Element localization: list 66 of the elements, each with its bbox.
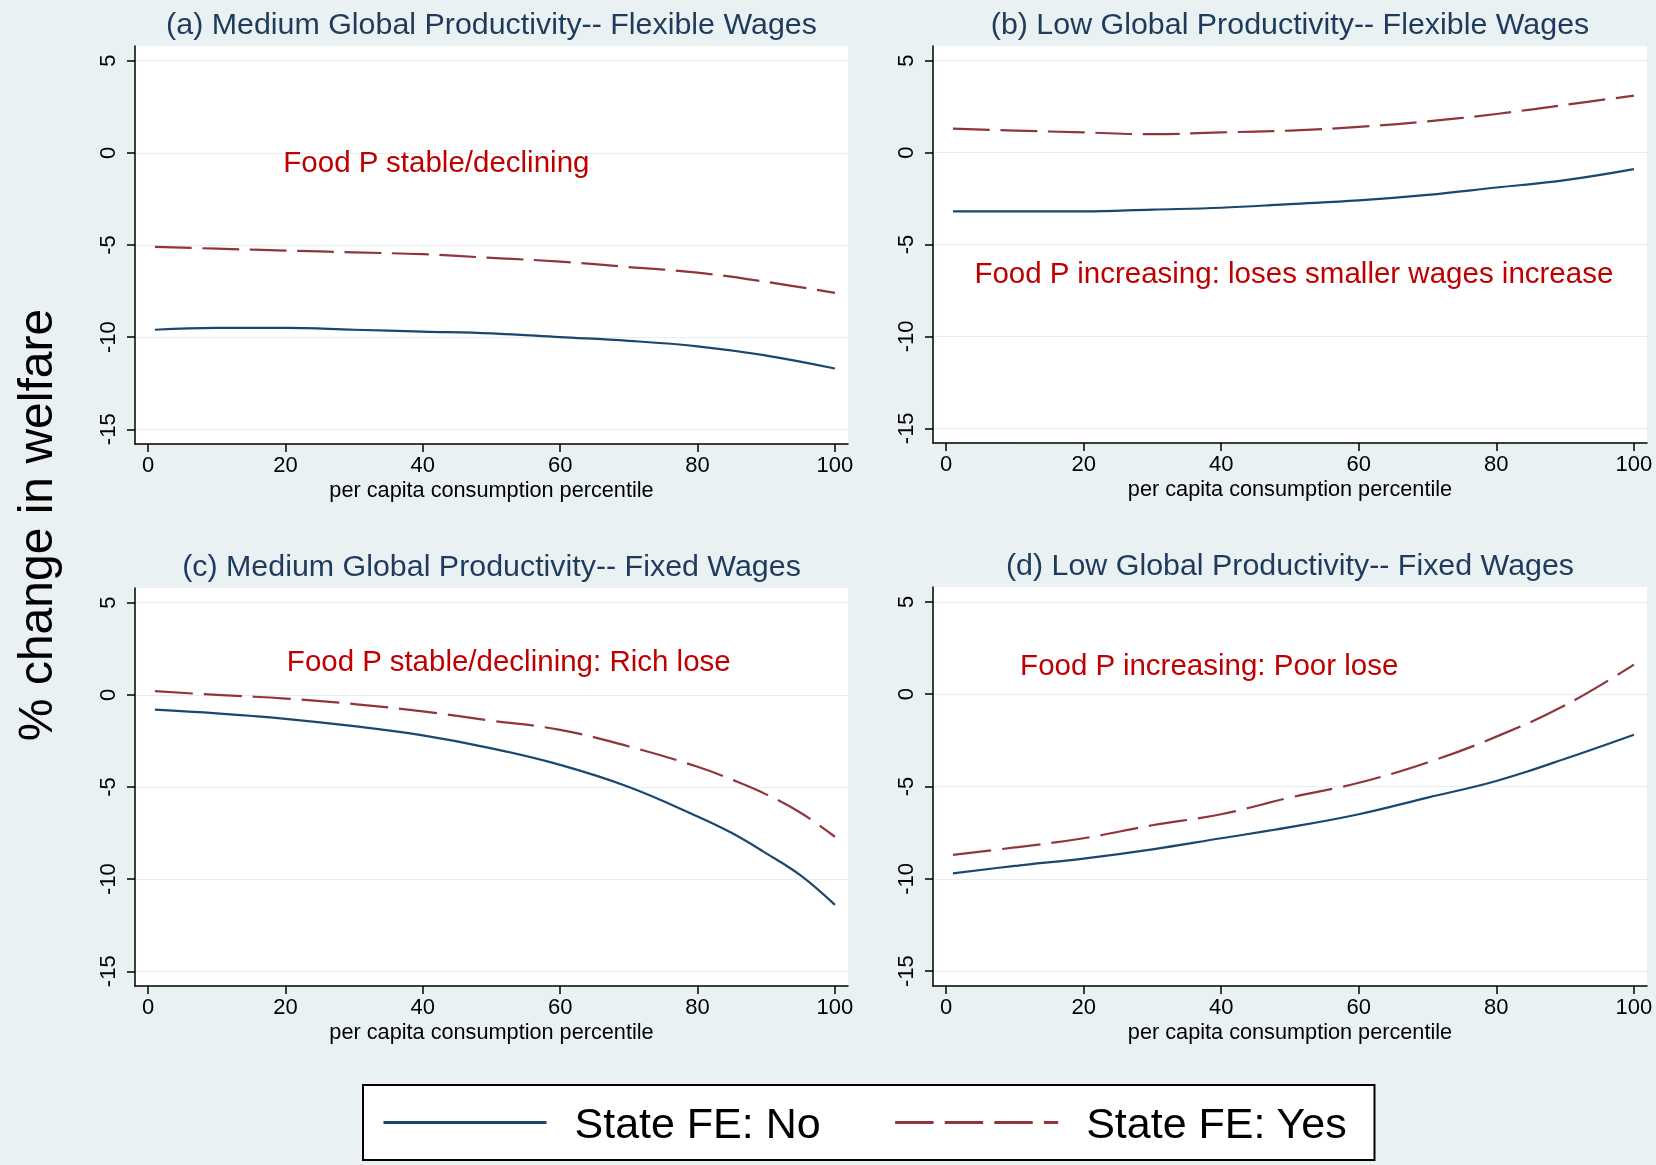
y-tick-label: -10 [892, 320, 918, 353]
x-tick-label: 80 [685, 451, 710, 477]
y-tick-label: 5 [892, 54, 918, 67]
y-tick-label: -15 [94, 413, 120, 446]
line-series [153, 245, 837, 295]
line-series [951, 733, 1636, 875]
annotation: Food P increasing: Poor lose [1020, 647, 1399, 681]
x-tick-label: 0 [141, 993, 155, 1019]
x-tick-label: 100 [816, 451, 854, 477]
y-tick-label: -15 [892, 955, 918, 988]
line-series [951, 94, 1636, 136]
x-tick-label: 40 [1208, 450, 1234, 476]
line-series [153, 690, 837, 838]
y-tick-label: -10 [892, 862, 918, 895]
x-tick-label: 20 [273, 451, 298, 477]
y-tick-label: -10 [94, 321, 120, 354]
x-axis-title: per capita consumption percentile [329, 1018, 654, 1044]
x-tick-label: 20 [273, 993, 298, 1019]
x-tick-label: 40 [1208, 993, 1234, 1019]
y-tick-label: -10 [94, 863, 120, 896]
x-tick-label: 40 [410, 451, 436, 477]
x-tick-label: 60 [1346, 993, 1372, 1019]
x-tick-label: 0 [939, 993, 953, 1019]
y-tick-label: 5 [892, 595, 918, 608]
y-tick-label: 5 [94, 54, 120, 67]
y-tick-label: -15 [892, 412, 918, 445]
x-axis-title: per capita consumption percentile [329, 476, 654, 502]
line-series [153, 326, 837, 370]
x-tick-label: 40 [410, 993, 436, 1019]
x-tick-label: 100 [816, 993, 854, 1019]
line-series [153, 708, 837, 907]
y-tick-label: 0 [94, 146, 120, 159]
annotation: Food P stable/declining [283, 145, 590, 179]
x-tick-label: 60 [547, 993, 573, 1019]
chart-title: (d) Low Global Productivity-- Fixed Wages [1005, 547, 1575, 581]
annotation: Food P stable/declining: Rich lose [286, 643, 731, 677]
x-tick-label: 20 [1071, 993, 1096, 1019]
y-tick-label: 0 [892, 146, 918, 159]
x-tick-label: 100 [1615, 993, 1653, 1019]
x-tick-label: 0 [141, 451, 155, 477]
x-tick-label: 100 [1615, 450, 1653, 476]
y-tick-label: 0 [892, 688, 918, 701]
x-tick-label: 0 [939, 450, 953, 476]
y-tick-label: -5 [94, 777, 120, 797]
x-tick-label: 80 [1484, 993, 1509, 1019]
y-tick-label: 5 [94, 596, 120, 609]
y-axis-title: % change in welfare [8, 308, 62, 742]
annotation: Food P increasing: loses smaller wages increase [974, 256, 1614, 290]
legend-label: State FE: No [574, 1098, 821, 1147]
x-tick-label: 60 [1346, 450, 1372, 476]
chart-title: (b) Low Global Productivity-- Flexible Wages [990, 6, 1590, 40]
x-axis-title: per capita consumption percentile [1127, 475, 1453, 501]
y-tick-label: 0 [94, 688, 120, 701]
y-tick-label: -15 [94, 955, 120, 988]
chart-title: (c) Medium Global Productivity-- Fixed Wages [182, 548, 801, 582]
legend-label: State FE: Yes [1086, 1098, 1347, 1147]
x-tick-label: 80 [1484, 450, 1509, 476]
y-tick-label: -5 [892, 234, 918, 255]
x-tick-label: 20 [1071, 450, 1096, 476]
x-tick-label: 60 [547, 451, 573, 477]
line-series [951, 168, 1636, 213]
x-axis-title: per capita consumption percentile [1127, 1018, 1453, 1044]
y-tick-label: -5 [94, 235, 120, 255]
x-tick-label: 80 [685, 993, 710, 1019]
chart-title: (a) Medium Global Productivity-- Flexible Wages [166, 6, 817, 40]
y-tick-label: -5 [892, 776, 918, 797]
